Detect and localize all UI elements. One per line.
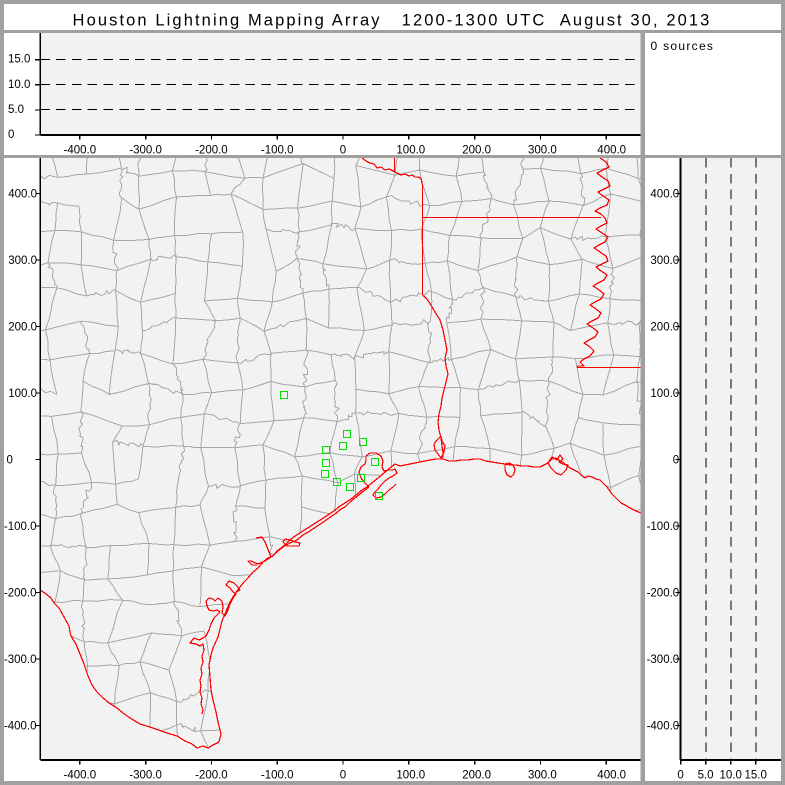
svg-text:10.0: 10.0 bbox=[8, 79, 30, 91]
svg-text:-300.0: -300.0 bbox=[646, 654, 679, 666]
svg-text:0 sources: 0 sources bbox=[650, 39, 714, 53]
svg-text:0: 0 bbox=[677, 769, 683, 781]
svg-text:-200.0: -200.0 bbox=[646, 588, 679, 600]
svg-text:-100.0: -100.0 bbox=[4, 521, 37, 533]
svg-text:200.0: 200.0 bbox=[8, 322, 37, 334]
svg-text:-200.0: -200.0 bbox=[4, 588, 37, 600]
svg-text:5.0: 5.0 bbox=[697, 769, 713, 781]
svg-text:400.0: 400.0 bbox=[597, 144, 626, 155]
svg-text:0: 0 bbox=[7, 455, 13, 467]
svg-text:400.0: 400.0 bbox=[597, 769, 626, 781]
svg-text:15.0: 15.0 bbox=[8, 54, 30, 66]
svg-text:100.0: 100.0 bbox=[650, 388, 679, 400]
svg-text:15.0: 15.0 bbox=[744, 769, 766, 781]
svg-text:-100.0: -100.0 bbox=[646, 521, 679, 533]
svg-text:300.0: 300.0 bbox=[528, 769, 557, 781]
svg-text:-300.0: -300.0 bbox=[129, 144, 162, 155]
svg-text:-400.0: -400.0 bbox=[63, 769, 96, 781]
svg-text:-300.0: -300.0 bbox=[129, 769, 162, 781]
svg-text:0: 0 bbox=[8, 129, 14, 141]
svg-text:-100.0: -100.0 bbox=[261, 769, 294, 781]
svg-text:-400.0: -400.0 bbox=[63, 144, 96, 155]
svg-text:-200.0: -200.0 bbox=[195, 144, 228, 155]
svg-text:100.0: 100.0 bbox=[8, 388, 37, 400]
svg-text:200.0: 200.0 bbox=[462, 144, 491, 155]
svg-text:200.0: 200.0 bbox=[462, 769, 491, 781]
svg-text:200.0: 200.0 bbox=[650, 322, 679, 334]
svg-text:-400.0: -400.0 bbox=[4, 721, 37, 733]
svg-text:0: 0 bbox=[340, 144, 346, 155]
svg-text:400.0: 400.0 bbox=[8, 189, 37, 201]
svg-text:-300.0: -300.0 bbox=[4, 654, 37, 666]
svg-text:300.0: 300.0 bbox=[650, 255, 679, 267]
svg-text:-200.0: -200.0 bbox=[195, 769, 228, 781]
svg-text:0: 0 bbox=[340, 769, 346, 781]
svg-text:400.0: 400.0 bbox=[650, 189, 679, 201]
svg-text:100.0: 100.0 bbox=[396, 769, 425, 781]
svg-text:-100.0: -100.0 bbox=[261, 144, 294, 155]
svg-text:5.0: 5.0 bbox=[8, 104, 24, 116]
svg-text:Houston Lightning Mapping Arra: Houston Lightning Mapping Array 1200-130… bbox=[73, 12, 712, 30]
svg-text:-400.0: -400.0 bbox=[646, 721, 679, 733]
svg-text:0: 0 bbox=[672, 455, 678, 467]
svg-text:100.0: 100.0 bbox=[396, 144, 425, 155]
svg-text:10.0: 10.0 bbox=[719, 769, 741, 781]
svg-text:300.0: 300.0 bbox=[528, 144, 557, 155]
svg-text:300.0: 300.0 bbox=[8, 255, 37, 267]
